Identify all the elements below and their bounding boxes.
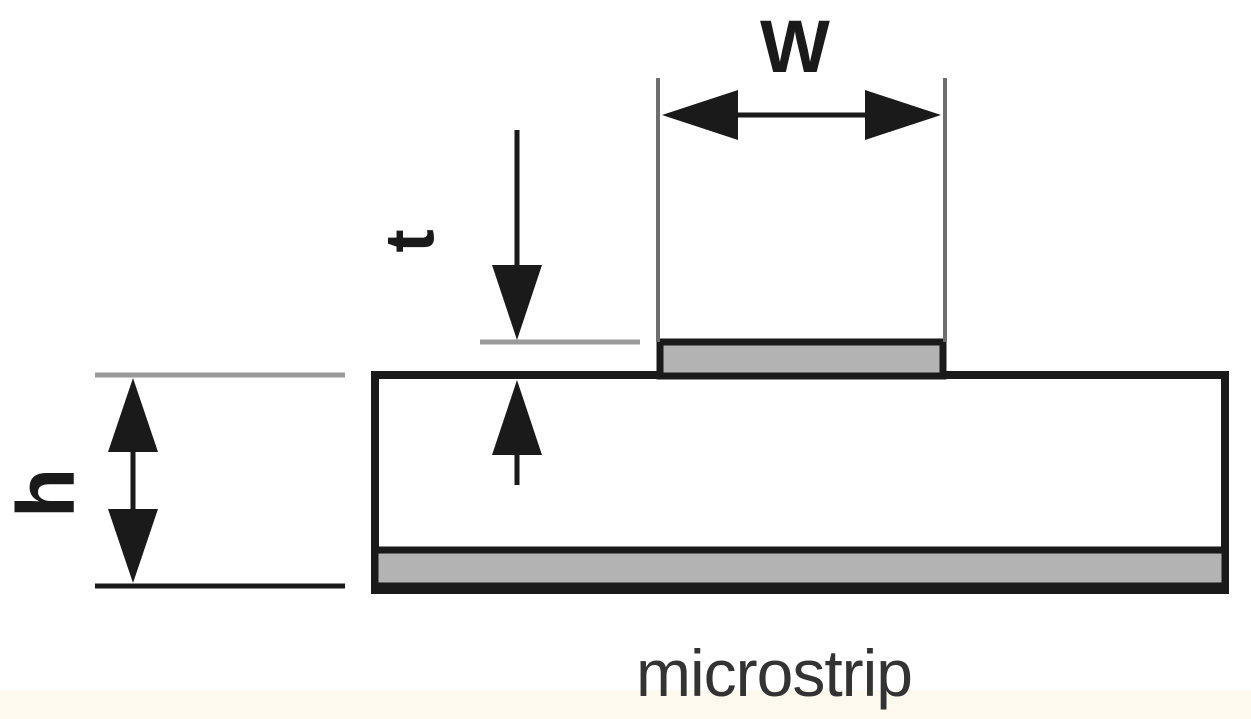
diagram-caption: microstrip	[636, 636, 913, 710]
h-arrow-up	[108, 378, 158, 452]
h-arrow-down	[108, 509, 158, 583]
strip-conductor	[656, 338, 947, 380]
thickness-label: t	[370, 229, 449, 253]
width-label: W	[760, 5, 830, 88]
t-arrow-down	[492, 265, 542, 340]
t-arrow-up	[492, 380, 542, 455]
w-arrow-right	[865, 90, 941, 140]
w-arrow-left	[662, 90, 738, 140]
ground-plane	[371, 546, 1229, 590]
height-label: h	[1, 467, 93, 519]
bottom-band	[0, 690, 1251, 719]
